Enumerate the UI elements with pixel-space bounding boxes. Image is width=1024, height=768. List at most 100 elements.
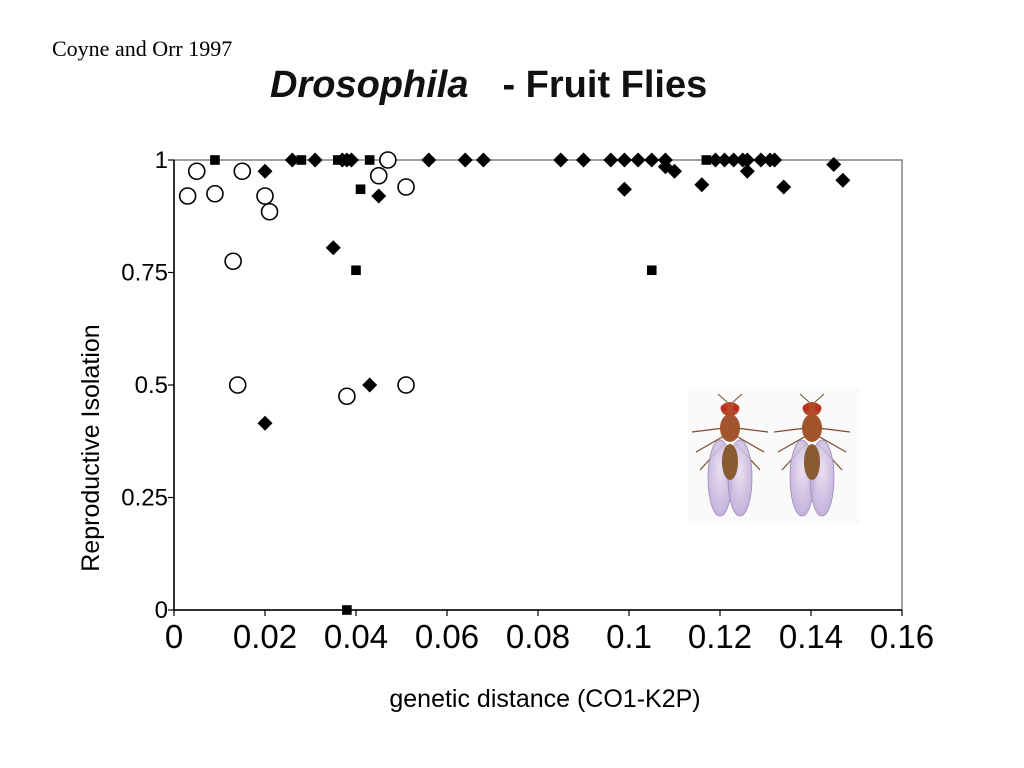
fruit-fly-left [691,393,769,517]
data-point-diamond [553,152,569,168]
data-point-open-circle [397,376,415,394]
data-point-diamond [307,152,323,168]
data-point-diamond [776,179,792,195]
fly-leg [773,427,807,433]
data-point-diamond [576,152,591,168]
data-point-diamond [694,177,710,193]
fly-abdomen [722,444,738,480]
fly-leg [735,427,769,433]
fly-leg [691,427,725,433]
data-point-diamond [603,152,619,168]
data-point-diamond [717,152,733,168]
data-point-diamond [667,163,682,179]
data-point-square [333,155,343,165]
data-point-open-circle [260,202,279,221]
fly-leg [817,427,851,433]
data-point-diamond [826,157,842,172]
fly-leg [735,435,765,453]
fly-antenna [814,393,825,403]
x-tick-label: 0.06 [415,618,479,655]
title-genus: Drosophila [270,64,469,106]
data-point-diamond [284,152,300,168]
data-point-diamond [257,163,273,179]
x-tick-label: 0.14 [779,618,843,655]
data-point-open-circle [369,166,388,185]
data-point-diamond [616,181,632,197]
data-point-diamond [343,152,359,168]
fly-thorax [802,414,822,442]
data-point-open-circle [228,376,247,394]
fly-leg [817,435,847,453]
data-point-square [342,605,352,615]
fruit-fly-illustration [688,388,860,524]
data-point-diamond [421,152,437,168]
data-point-square [701,155,712,165]
x-tick-label: 0.16 [870,618,934,655]
y-axis-label: Reproductive Isolation [77,324,105,571]
fly-antenna [799,393,810,403]
data-point-open-circle [256,187,274,205]
data-point-diamond [739,152,755,168]
data-point-open-circle [338,387,356,406]
data-point-open-circle [233,162,252,181]
x-tick-label: 0.04 [324,618,388,655]
fly-antenna [732,393,743,403]
y-tick-label: 0 [155,597,168,624]
slide-title: Drosophila - Fruit Flies [270,64,707,107]
data-points [178,151,851,615]
x-tick-label: 0.12 [688,618,752,655]
title-rest: - Fruit Flies [502,64,708,106]
fly-eye [814,404,822,412]
data-point-diamond [707,152,723,168]
data-point-square [351,265,361,276]
data-point-diamond [739,163,755,179]
data-point-square [210,155,220,165]
data-point-square [355,184,366,195]
fly-eye [720,404,728,412]
y-tick-label: 0.75 [121,260,168,287]
y-tick-label: 0.5 [135,372,168,399]
fly-leg [695,435,725,453]
plot-border [173,159,903,611]
data-point-open-circle [187,162,206,181]
y-tick-label: 1 [155,147,168,174]
citation: Coyne and Orr 1997 [52,36,233,61]
fly-eye [802,404,810,412]
data-point-open-circle [224,252,242,271]
fly-eye [732,404,740,412]
data-point-diamond [644,152,660,168]
y-tick-label: 0.25 [121,485,168,512]
fly-abdomen [804,444,820,480]
data-point-diamond [362,377,378,393]
data-point-open-circle [178,187,197,205]
data-point-square [296,155,307,165]
fruit-fly-right [773,393,851,517]
data-point-diamond [257,415,273,431]
data-point-open-circle [379,151,397,169]
data-point-diamond [753,152,769,168]
data-point-open-circle [397,178,415,196]
x-axis-label: genetic distance (CO1-K2P) [389,685,700,713]
data-point-diamond [767,152,783,168]
axis-ticks: 0 0.02 0.04 0.06 0.08 0.1 0.12 0.14 0.16 0 0.25 0.5… [121,147,934,655]
data-point-open-circle [206,184,224,203]
data-point-diamond [325,240,341,256]
data-point-diamond [726,152,742,168]
data-point-diamond [457,152,473,168]
fly-thorax [720,414,740,442]
fly-leg [777,435,807,453]
data-point-diamond [630,152,646,168]
fly-antenna [717,393,728,403]
x-tick-label: 0.1 [606,618,652,655]
plot-area [173,159,903,611]
data-point-square [646,265,657,276]
data-point-square [364,155,375,165]
data-point-diamond [616,152,632,168]
data-point-diamond [835,172,851,188]
x-tick-label: 0.08 [506,618,570,655]
data-point-diamond [371,188,387,204]
x-tick-label: 0.02 [233,618,297,655]
data-point-diamond [475,152,491,168]
x-tick-label: 0 [165,618,183,655]
